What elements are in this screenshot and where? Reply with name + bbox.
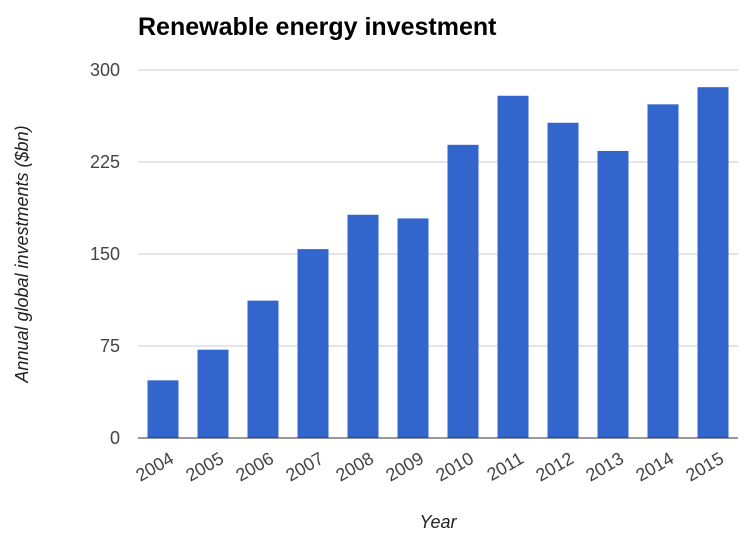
bar-2011 [497,95,529,438]
bar-2013 [597,150,629,438]
y-axis-ticks: 0 75 150 225 300 [90,60,120,448]
y-tick-label: 0 [110,428,120,448]
x-tick-label: 2007 [282,448,327,485]
y-tick-label: 75 [100,336,120,356]
y-axis-label: Annual global investments ($bn) [12,125,32,383]
bar-2009 [397,218,429,438]
bar-2015 [697,87,729,438]
bar-2007 [297,249,329,438]
x-tick-label: 2006 [232,448,277,485]
x-tick-label: 2009 [382,448,427,485]
x-tick-label: 2010 [432,448,477,485]
x-tick-label: 2005 [182,448,227,485]
chart-title: Renewable energy investment [138,13,497,41]
x-tick-label: 2011 [483,448,527,485]
y-tick-label: 300 [90,60,120,80]
y-tick-label: 225 [90,152,120,172]
bars [147,87,729,438]
x-axis-label: Year [419,512,457,532]
bar-2014 [647,104,679,438]
x-tick-label: 2014 [632,448,677,485]
x-axis-ticks: 2004 2005 2006 2007 2008 2009 2010 2011 2012 2013… [132,448,727,485]
bar-2008 [347,214,379,438]
x-tick-label: 2012 [532,448,577,485]
x-tick-label: 2008 [332,448,377,485]
gridlines [138,69,738,347]
bar-2010 [447,144,479,438]
y-tick-label: 150 [90,244,120,264]
bar-2005 [197,349,229,438]
bar-2006 [247,300,279,438]
bar-2004 [147,380,179,438]
x-tick-label: 2004 [132,448,177,485]
x-tick-label: 2013 [582,448,627,485]
x-tick-label: 2015 [682,448,727,485]
bar-2012 [547,122,579,438]
